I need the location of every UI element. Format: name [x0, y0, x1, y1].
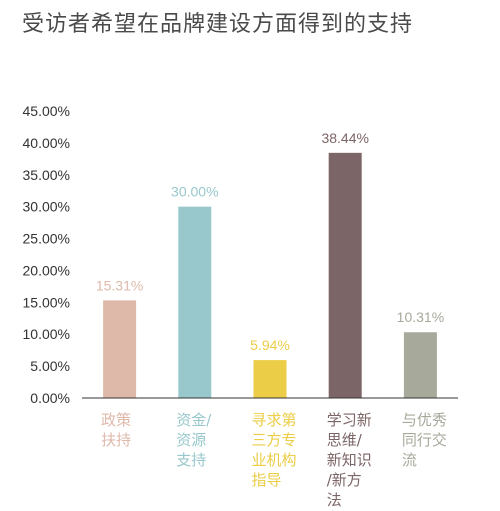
bar [328, 152, 362, 398]
x-tick-label: 三方专 [252, 431, 297, 449]
x-tick-label: 扶持 [101, 431, 131, 449]
x-tick-label: 资源 [176, 431, 206, 449]
y-tick-label: 40.00% [23, 135, 70, 151]
data-label: 38.44% [321, 130, 368, 146]
x-tick-label: /新方 [327, 471, 362, 489]
x-tick-label: 法 [327, 491, 342, 509]
x-tick-label: 新知识 [327, 451, 372, 469]
x-tick-label: 流 [402, 451, 417, 469]
data-label: 15.31% [96, 277, 143, 293]
bar [103, 300, 137, 398]
bar [253, 360, 287, 398]
data-label: 30.00% [171, 184, 218, 200]
x-tick-label: 思维/ [327, 431, 363, 449]
x-tick-label: 同行交 [402, 431, 447, 449]
x-tick-label: 支持 [176, 451, 206, 469]
y-tick-label: 35.00% [23, 167, 70, 183]
x-tick-label: 资金/ [176, 411, 212, 429]
y-tick-label: 45.00% [23, 103, 70, 119]
x-tick-label: 指导 [252, 471, 282, 489]
y-tick-label: 0.00% [30, 390, 70, 406]
y-tick-label: 30.00% [23, 199, 70, 215]
bar [403, 332, 437, 398]
data-label: 5.94% [250, 337, 290, 353]
y-tick-label: 5.00% [30, 358, 70, 374]
x-tick-label: 与优秀 [402, 411, 447, 429]
x-tick-label: 业机构 [252, 451, 297, 469]
y-axis: 0.00% 5.00% 10.00% 15.00% 20.00% 25.00% 30.00%… [23, 103, 70, 406]
chart-title: 受访者希望在品牌建设方面得到的支持 [22, 12, 414, 37]
bar [178, 206, 212, 398]
data-label: 10.31% [397, 309, 444, 325]
y-tick-label: 15.00% [23, 294, 70, 310]
y-tick-label: 25.00% [23, 231, 70, 247]
y-tick-label: 20.00% [23, 262, 70, 278]
x-tick-label: 寻求第 [252, 411, 297, 429]
y-tick-label: 10.00% [23, 326, 70, 342]
x-tick-label: 政策 [101, 411, 131, 429]
bars: 15.31% 30.00% 5.94% 38.44% 10.31% [96, 130, 444, 398]
x-tick-label: 学习新 [327, 411, 372, 429]
